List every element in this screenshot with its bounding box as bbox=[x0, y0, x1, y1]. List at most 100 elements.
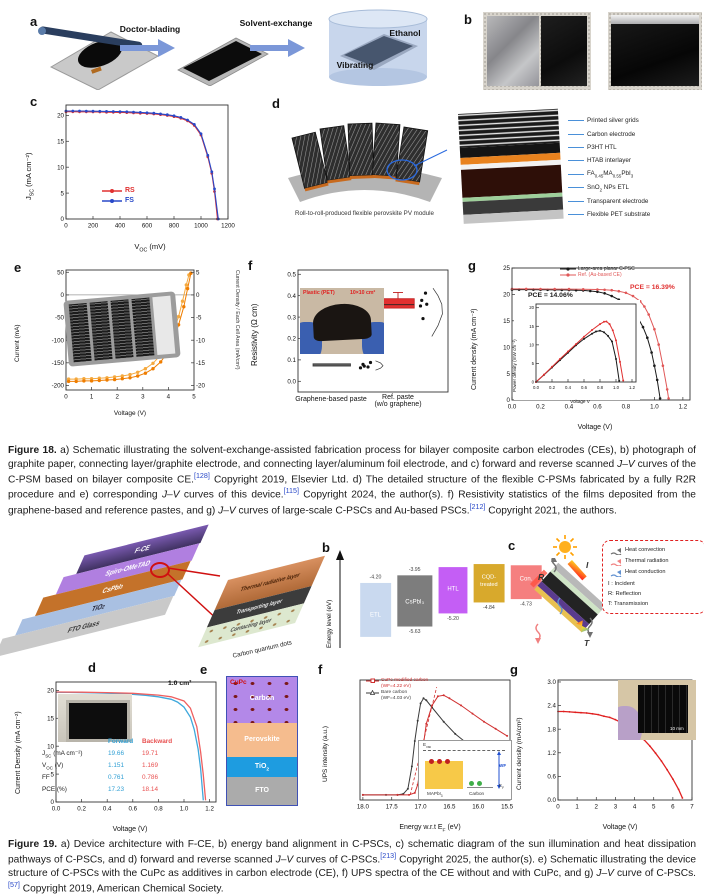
fig19-panel-f-label: f bbox=[318, 662, 323, 677]
layer-label: Printed silver grids bbox=[587, 117, 639, 125]
svg-text:0: 0 bbox=[64, 394, 68, 401]
heat-convection-arrow-icon bbox=[610, 548, 622, 556]
svg-text:25: 25 bbox=[503, 265, 510, 272]
fig19f-y-axis-label: UPS intensity (a.u.) bbox=[322, 726, 329, 782]
svg-text:0.2: 0.2 bbox=[77, 806, 86, 813]
svg-text:2: 2 bbox=[115, 394, 119, 401]
carbon-label: Carbon bbox=[469, 791, 485, 796]
svg-text:2: 2 bbox=[595, 804, 599, 811]
device-cross-section bbox=[458, 108, 564, 224]
module-strip bbox=[131, 297, 155, 357]
svg-text:1.0: 1.0 bbox=[613, 385, 620, 390]
zoom-connector-lines bbox=[167, 567, 221, 623]
fig18-panel-a-label: a bbox=[30, 14, 38, 29]
legend-heat-conduction: Heat conduction bbox=[625, 569, 666, 576]
svg-text:1000: 1000 bbox=[194, 223, 208, 230]
inset-size-label: 10×10 cm² bbox=[350, 290, 376, 296]
fig18e-y-axis-label: Current (mA) bbox=[14, 324, 21, 362]
layer-row: Transparent electrode bbox=[568, 194, 650, 207]
svg-text:0.2: 0.2 bbox=[536, 404, 545, 411]
svg-text:4: 4 bbox=[167, 394, 171, 401]
legend-heat-convection: Heat convection bbox=[625, 547, 666, 553]
evac-label: Evac bbox=[423, 742, 432, 749]
fig19-panel-g-label: g bbox=[510, 662, 518, 677]
evac-dashed-line bbox=[423, 750, 505, 751]
step1-label: Doctor-blading bbox=[119, 24, 181, 34]
svg-text:1.2: 1.2 bbox=[679, 404, 688, 411]
svg-text:0.4: 0.4 bbox=[565, 404, 574, 411]
fig18f-resistivity-chart: 0.0 0.1 0.2 0.3 0.4 0.5 bbox=[287, 269, 449, 393]
inset-substrate-label: Plastic (PET) bbox=[303, 290, 335, 296]
svg-text:16.5: 16.5 bbox=[443, 804, 456, 811]
svg-text:15: 15 bbox=[57, 138, 64, 145]
svg-text:600: 600 bbox=[142, 223, 153, 230]
svg-text:CsPbI₃: CsPbI₃ bbox=[405, 600, 424, 606]
layer-row: Carbon electrode bbox=[568, 127, 650, 140]
svg-text:-15: -15 bbox=[196, 360, 206, 367]
ethanol-beaker-schematic bbox=[328, 9, 428, 86]
svg-text:0.0: 0.0 bbox=[508, 404, 517, 411]
cupc-legend-marker-icon bbox=[366, 678, 379, 683]
fig18g-inset-x-label: Voltage V bbox=[570, 399, 590, 404]
svg-text:5: 5 bbox=[196, 269, 200, 276]
device-photo-active-area bbox=[66, 700, 130, 742]
fig19d-parameter-table: Forward Backward JSC (mA cm⁻²) 19.66 19.71 VO… bbox=[42, 738, 173, 793]
fig18g-legend: Large-area planar C-PSC Ref. (Au-based C… bbox=[560, 266, 635, 279]
svg-text:0: 0 bbox=[507, 397, 511, 404]
au-legend-marker-icon bbox=[560, 273, 576, 277]
fig19-panel-b-label: b bbox=[322, 540, 330, 555]
svg-text:1.0: 1.0 bbox=[650, 404, 659, 411]
tio2-layer: TiO2 bbox=[227, 757, 297, 777]
aluminum-foil-electrode-photo bbox=[608, 12, 702, 90]
fig19c-legend-box: Heat convection Thermal radiation Heat c… bbox=[602, 540, 704, 614]
svg-text:50: 50 bbox=[57, 269, 64, 276]
svg-text:5: 5 bbox=[652, 804, 656, 811]
svg-text:7: 7 bbox=[690, 804, 694, 811]
pointer-line-icon bbox=[568, 133, 584, 135]
svg-text:10: 10 bbox=[529, 342, 534, 347]
layer-row: P3HT HTL bbox=[568, 141, 650, 154]
svg-text:20: 20 bbox=[503, 292, 510, 299]
legend-thermal-radiation: Thermal radiation bbox=[625, 558, 669, 565]
coated-plate-schematic bbox=[177, 37, 269, 86]
fig19d-jv-chart: 0.0 0.2 0.4 0.6 0.8 1.0 1.2 0 5 10 15 20 bbox=[47, 681, 217, 813]
svg-text:HTL: HTL bbox=[447, 587, 459, 593]
svg-text:1200: 1200 bbox=[221, 223, 235, 230]
svg-text:-3.95: -3.95 bbox=[409, 567, 421, 573]
svg-text:15: 15 bbox=[47, 715, 54, 722]
fig19-panel-c-label: c bbox=[508, 538, 516, 553]
heat-dissipation-schematic bbox=[530, 558, 606, 644]
svg-text:15.5: 15.5 bbox=[501, 804, 514, 811]
svg-text:treated: treated bbox=[480, 582, 497, 588]
svg-text:0.2: 0.2 bbox=[287, 336, 296, 343]
svg-text:16.0: 16.0 bbox=[472, 804, 485, 811]
svg-text:0.0: 0.0 bbox=[52, 806, 61, 813]
layer-row: Printed silver grids bbox=[568, 114, 650, 127]
svg-text:CQD-: CQD- bbox=[482, 574, 496, 580]
hole-dot bbox=[445, 759, 450, 764]
svg-text:0.0: 0.0 bbox=[287, 378, 296, 385]
svg-text:17.5: 17.5 bbox=[386, 804, 399, 811]
svg-text:0: 0 bbox=[196, 292, 200, 299]
svg-text:0: 0 bbox=[61, 292, 65, 299]
fig19f-legend: CuPc modified carbon (WF=4.22 eV) Bare c… bbox=[366, 678, 428, 702]
au-legend-label: Ref. (Au-based CE) bbox=[578, 272, 622, 279]
vibrating-label: Vibrating bbox=[336, 60, 374, 70]
svg-text:0.5: 0.5 bbox=[287, 271, 296, 278]
fig18-panel-d-label: d bbox=[272, 96, 280, 111]
carbon-quantum-dots-label: Carbon quantum dots bbox=[231, 639, 293, 660]
layer-label: FA0.45MA0.55PbI3 bbox=[587, 170, 634, 179]
figure18-caption: Figure 18. a) Schematic illustrating the… bbox=[8, 445, 697, 517]
module-strip bbox=[152, 295, 176, 356]
pointer-line-icon bbox=[568, 213, 584, 215]
black-electrode-sheet bbox=[611, 24, 699, 86]
fig18c-y-axis-label: JSC (mA cm⁻²) bbox=[24, 152, 36, 201]
svg-text:1.2: 1.2 bbox=[205, 806, 214, 813]
svg-text:-20: -20 bbox=[196, 383, 206, 390]
fig19-panel-d-label: d bbox=[88, 660, 96, 675]
fig18f-y-axis-label: Resistivity (Ω cm) bbox=[250, 303, 259, 366]
svg-text:2.4: 2.4 bbox=[547, 703, 556, 710]
sun-icon bbox=[553, 535, 577, 559]
legend-incident: I : Incident bbox=[608, 580, 635, 587]
svg-text:0: 0 bbox=[556, 804, 560, 811]
